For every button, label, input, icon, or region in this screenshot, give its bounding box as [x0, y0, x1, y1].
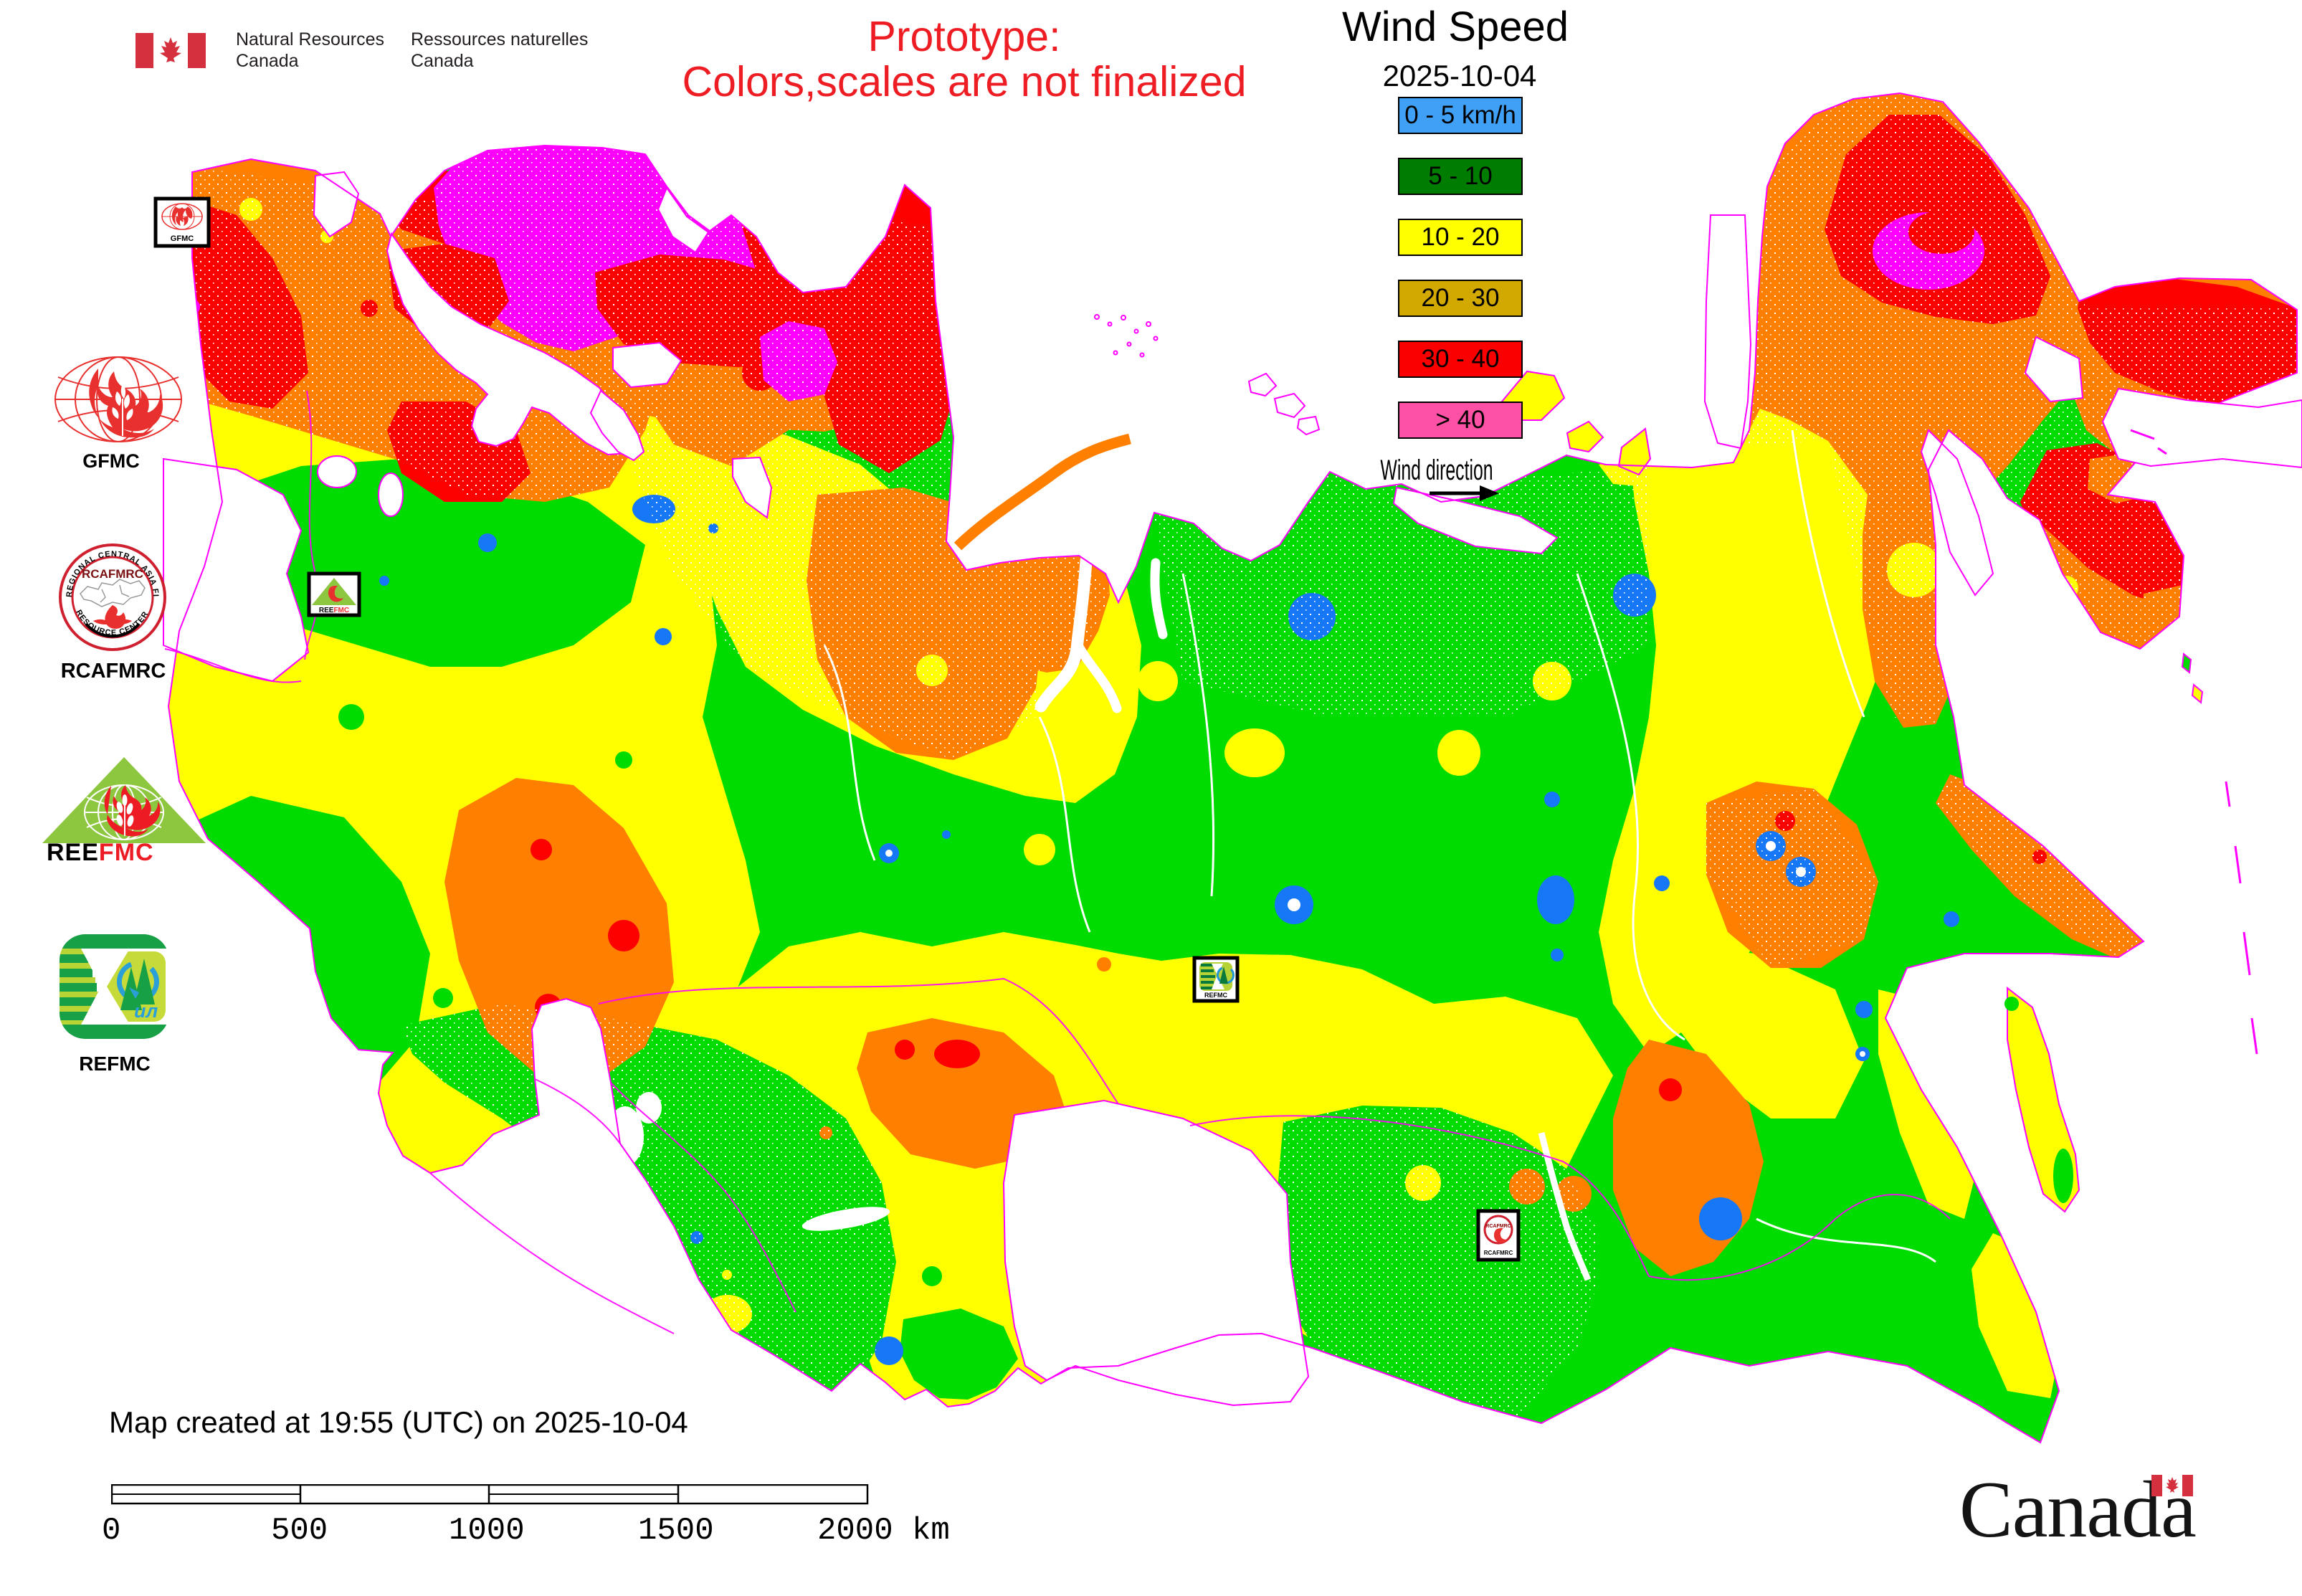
svg-text:RCAFMRC: RCAFMRC: [82, 567, 143, 581]
svg-text:REFMC: REFMC: [1204, 992, 1227, 999]
svg-text:RCAFMRC: RCAFMRC: [1485, 1224, 1511, 1229]
svg-text:REEFMC: REEFMC: [47, 839, 154, 863]
svg-text:ил: ил: [134, 1000, 158, 1022]
svg-text:GFMC: GFMC: [171, 234, 194, 243]
svg-text:RCAFMRC: RCAFMRC: [1484, 1250, 1513, 1256]
svg-text:REEFMC: REEFMC: [319, 607, 349, 614]
